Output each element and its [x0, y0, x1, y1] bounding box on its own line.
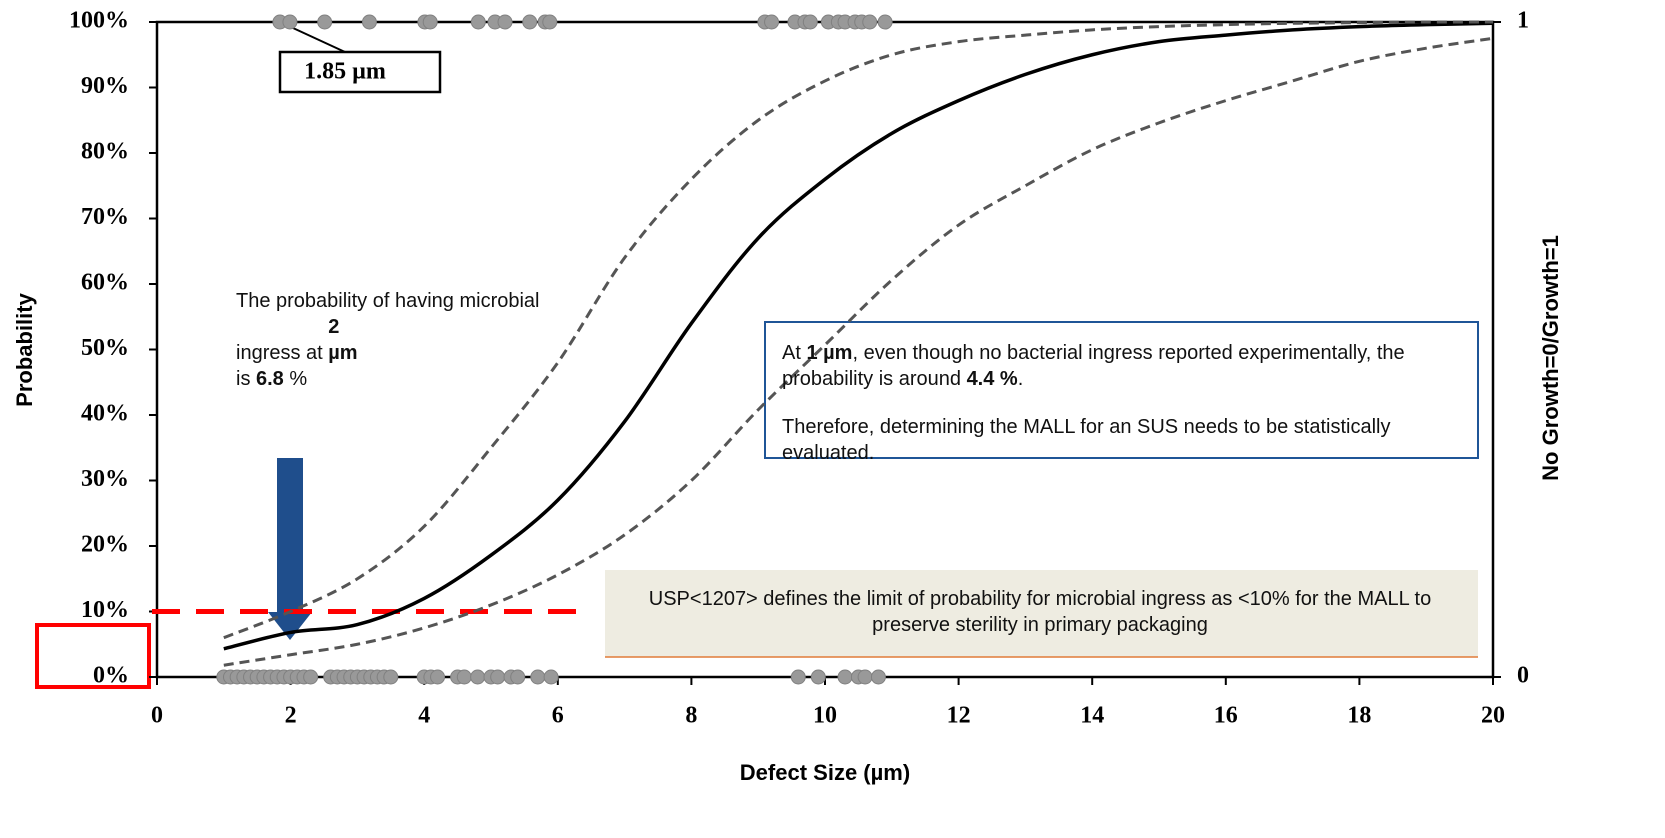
data-point	[456, 669, 472, 685]
callout-label: 1.85 µm	[304, 59, 386, 85]
x-tick-label: 2	[285, 703, 297, 729]
y-tick-label: 30%	[81, 466, 129, 492]
annotation-text: %	[283, 368, 308, 390]
x-tick-label: 16	[1214, 703, 1238, 729]
data-point	[497, 14, 513, 30]
y-tick-label: 0%	[93, 663, 129, 689]
y-tick-label: 20%	[81, 532, 129, 558]
annotation: USP<1207> defines the limit of probabili…	[648, 588, 1432, 636]
annotation-text: 6.8	[256, 368, 284, 390]
x-tick-label: 8	[685, 703, 697, 729]
callout-box	[278, 50, 442, 94]
data-point	[510, 669, 526, 685]
curve	[223, 36, 1494, 667]
data-point	[790, 669, 806, 685]
y-tick-label: 90%	[81, 73, 129, 99]
data-point	[490, 669, 506, 685]
annotation: At 1 µm, even though no bacterial ingres…	[782, 340, 1462, 466]
annotation-text: Therefore, determining the MALL for an S…	[782, 416, 1391, 464]
data-point	[303, 669, 319, 685]
y2-tick-label: 0	[1517, 663, 1529, 689]
y2-tick-label: 1	[1517, 8, 1529, 34]
y2-axis-label: No Growth=0/Growth=1	[1538, 235, 1563, 481]
y-axis-label: Probability	[12, 292, 37, 406]
highlight-box	[35, 623, 151, 689]
annotation-text: .	[1017, 368, 1024, 390]
y-tick-label: 50%	[81, 335, 129, 361]
annotation-text: The probability of having microbial ingr…	[236, 290, 540, 364]
arrow-head	[268, 612, 312, 640]
y-tick-label: 40%	[81, 401, 129, 427]
note-box	[764, 321, 1479, 459]
data-point	[383, 669, 399, 685]
y-tick-label: 70%	[81, 204, 129, 230]
annotation-text: 1 µm	[806, 342, 853, 364]
data-point	[430, 669, 446, 685]
note-box	[605, 570, 1478, 657]
x-tick-label: 18	[1347, 703, 1371, 729]
y-tick-label: 10%	[81, 597, 129, 623]
y-tick-label: 60%	[81, 270, 129, 296]
data-point	[522, 14, 538, 30]
data-point	[470, 669, 486, 685]
curve	[223, 20, 1494, 640]
annotation-text: , even though no bacterial ingress repor…	[782, 342, 1405, 390]
x-tick-label: 10	[813, 703, 837, 729]
data-point	[282, 14, 298, 30]
x-tick-label: 12	[947, 703, 971, 729]
data-point	[422, 14, 438, 30]
x-axis-label: Defect Size (µm)	[740, 760, 910, 785]
data-point	[542, 14, 558, 30]
data-point	[837, 669, 853, 685]
annotation: The probability of having microbial ingr…	[236, 288, 566, 392]
data-point	[857, 669, 873, 685]
annotation-text: 4.4 %	[966, 368, 1018, 390]
y-tick-label: 100%	[69, 8, 129, 34]
data-point	[870, 669, 886, 685]
data-point	[810, 669, 826, 685]
data-point	[862, 14, 878, 30]
data-point	[764, 14, 780, 30]
x-tick-label: 20	[1481, 703, 1505, 729]
x-tick-label: 14	[1080, 703, 1104, 729]
x-tick-label: 6	[552, 703, 564, 729]
curve	[223, 21, 1494, 651]
y-tick-label: 80%	[81, 139, 129, 165]
data-point	[530, 669, 546, 685]
data-point	[877, 14, 893, 30]
annotation-text: At	[782, 342, 807, 364]
x-tick-label: 0	[151, 703, 163, 729]
data-point	[470, 14, 486, 30]
data-point	[543, 669, 559, 685]
annotation-text: is	[236, 368, 256, 390]
data-point	[361, 14, 377, 30]
data-point	[802, 14, 818, 30]
annotation-text: 2 µm	[328, 316, 358, 364]
data-point	[317, 14, 333, 30]
x-tick-label: 4	[418, 703, 430, 729]
